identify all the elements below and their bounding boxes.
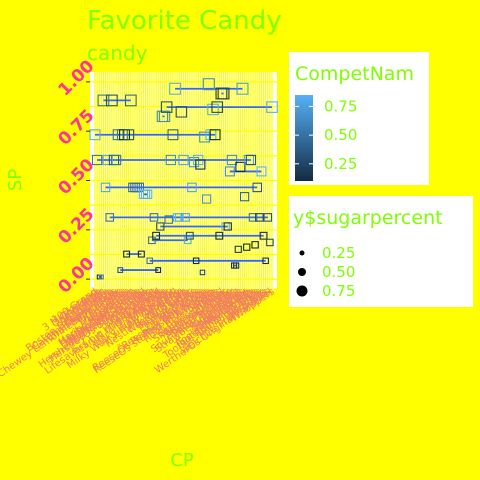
color-legend-label: 0.25 [324, 155, 357, 173]
chart-subtitle: candy [87, 41, 148, 65]
data-point [165, 154, 177, 166]
data-point [226, 154, 238, 166]
data-point [117, 267, 124, 273]
data-point [148, 236, 156, 245]
data-point [223, 222, 232, 231]
data-point [195, 159, 206, 170]
data-point [91, 154, 103, 166]
data-point [178, 154, 189, 166]
color-legend-label: 0.75 [324, 97, 357, 115]
color-legend-label: 0.50 [324, 126, 357, 144]
plot-panel [90, 72, 277, 289]
data-point [156, 222, 165, 231]
color-legend-title: CompetNam [295, 63, 414, 85]
data-point [89, 129, 101, 141]
size-legend-title: y$sugarpercent [293, 207, 443, 229]
chart-title: Favorite Candy [87, 6, 282, 36]
size-legend-key [298, 268, 306, 276]
size-legend: y$sugarpercent 0.250.500.75 [289, 196, 473, 307]
data-point [123, 129, 135, 141]
data-point [199, 131, 211, 143]
data-point [137, 250, 145, 258]
data-point [160, 101, 173, 113]
size-legend-key [299, 250, 305, 256]
data-point [146, 257, 154, 265]
data-point [266, 238, 274, 247]
data-point [199, 269, 206, 276]
data-point [98, 274, 104, 280]
data-point [181, 213, 190, 222]
data-point [100, 182, 111, 193]
size-legend-items: 0.250.500.75 [296, 244, 355, 300]
data-point [149, 213, 159, 222]
color-legend: CompetNam 0.75 0.50 0.25 [289, 52, 429, 185]
data-point [143, 189, 153, 199]
data-point [266, 101, 278, 113]
data-point [124, 94, 137, 107]
data-point [235, 161, 246, 172]
data-point [248, 213, 258, 222]
y-axis-title: SP [5, 169, 26, 191]
data-point [169, 82, 182, 95]
data-point [209, 129, 221, 141]
data-point [155, 267, 162, 273]
data-point [185, 231, 194, 240]
data-point [174, 213, 184, 222]
data-point [243, 243, 251, 251]
data-point [187, 182, 197, 193]
data-point [259, 231, 268, 240]
data-point [183, 236, 192, 245]
data-point [207, 103, 219, 116]
data-layer [89, 78, 278, 280]
data-point [211, 101, 223, 113]
data-point [233, 262, 240, 269]
data-point [192, 257, 200, 265]
data-point [234, 245, 242, 253]
data-point [217, 87, 230, 100]
data-point [175, 106, 188, 118]
data-point [224, 166, 235, 177]
data-point [245, 154, 257, 166]
data-point [105, 94, 118, 107]
data-point [164, 215, 173, 224]
data-point [202, 78, 215, 91]
data-point [251, 241, 259, 249]
color-legend-labels: 0.75 0.50 0.25 [295, 97, 357, 173]
x-axis-title: CP [170, 450, 194, 471]
data-point [239, 192, 250, 202]
data-point [97, 94, 110, 107]
data-point [236, 82, 249, 95]
size-legend-key [296, 285, 308, 297]
data-point [158, 110, 171, 123]
data-point [152, 231, 161, 240]
data-point [256, 166, 267, 177]
data-point [123, 250, 131, 258]
data-point [215, 231, 224, 240]
data-point [105, 213, 115, 222]
size-legend-label: 0.25 [322, 244, 355, 262]
data-point [202, 194, 212, 204]
data-point [110, 154, 122, 166]
size-legend-box [289, 196, 473, 307]
data-point [263, 213, 273, 222]
color-legend-bar [295, 95, 313, 181]
data-point [252, 182, 263, 193]
data-point [262, 257, 269, 265]
size-legend-label: 0.50 [322, 263, 355, 281]
data-point [102, 154, 113, 166]
data-point [167, 129, 179, 141]
size-legend-label: 0.75 [322, 282, 355, 300]
data-point [255, 213, 264, 222]
